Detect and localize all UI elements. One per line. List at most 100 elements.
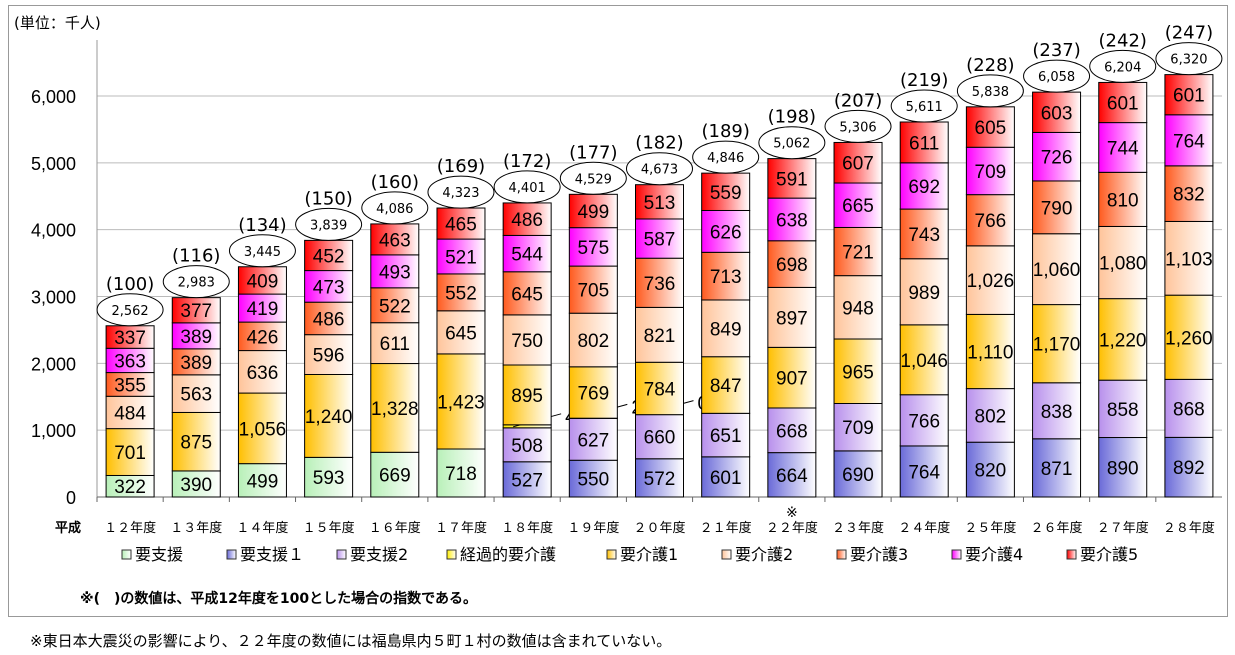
data-label: 465 (445, 215, 477, 236)
bar-segment (635, 257, 684, 308)
y-tick-label: 4,000 (31, 221, 76, 241)
bar-segment (370, 223, 420, 256)
total-label: 6,320 (1170, 53, 1207, 68)
x-tick-label: １６年度 (369, 520, 421, 536)
data-label: 692 (908, 177, 940, 198)
legend-swatch (951, 549, 962, 560)
total-ellipse (1089, 49, 1157, 83)
bar-segment (304, 301, 354, 336)
total-ellipse (1155, 42, 1223, 76)
bar-segment (1098, 437, 1148, 498)
x-tick-label: １９年度 (567, 520, 619, 536)
bar-segment (635, 458, 684, 498)
x-tick-label: ２８年度 (1163, 520, 1215, 536)
bar-segment (436, 207, 486, 240)
total-ellipse (956, 74, 1024, 108)
data-label: 1,103 (1165, 249, 1213, 270)
bar-segment (105, 428, 155, 476)
bar-segment (436, 353, 486, 450)
bar-segment (899, 445, 949, 498)
total-ellipse (1023, 59, 1091, 93)
bar-segment (171, 322, 221, 350)
legend-swatch (606, 549, 617, 560)
index-label: (169) (437, 156, 485, 177)
total-ellipse (427, 175, 495, 209)
bar-segment (1032, 304, 1082, 384)
data-label: 452 (313, 246, 345, 267)
bar-segment (237, 321, 287, 352)
bar-segment (502, 234, 552, 273)
data-label: 572 (644, 469, 676, 490)
data-label: 1,220 (1099, 330, 1147, 351)
index-label: (134) (238, 215, 286, 236)
total-ellipse (824, 109, 892, 143)
data-label: 550 (577, 470, 609, 491)
y-tick-label: 3,000 (31, 288, 76, 308)
bar-segment (833, 141, 883, 184)
data-label: 389 (180, 353, 212, 374)
x-tick-label: ２６年度 (1031, 520, 1083, 536)
bar-segment (767, 240, 817, 288)
index-label: (116) (172, 246, 220, 267)
bar-segment (899, 324, 949, 396)
data-label: 419 (247, 299, 279, 320)
bar-segment (1164, 294, 1214, 380)
data-label: 868 (1173, 399, 1205, 420)
data-label: 766 (908, 411, 940, 432)
legend-swatch (121, 549, 132, 560)
bar-segment (568, 193, 618, 229)
total-label: 6,058 (1038, 70, 1075, 85)
legend-label: 要介護4 (965, 545, 1023, 564)
index-note: ※( )の数値は、平成12年度を100とした場合の指数である。 (80, 591, 477, 607)
total-ellipse (692, 140, 760, 174)
bar-segment (701, 251, 751, 301)
data-label: 698 (776, 255, 808, 276)
data-label: 636 (247, 363, 279, 384)
legend-label: 経過的要介護 (460, 545, 556, 564)
bar-segment (370, 363, 420, 453)
bar-segment (502, 427, 552, 463)
bar-segment (568, 265, 618, 314)
x-tick-label: １３年度 (170, 520, 222, 536)
total-label: 5,062 (773, 137, 810, 152)
bar-segment (965, 388, 1015, 443)
data-label: 784 (644, 379, 676, 400)
bar-segment (833, 182, 883, 228)
bar-segment (767, 407, 817, 454)
legend-swatch (721, 549, 732, 560)
data-label: 705 (577, 281, 609, 302)
data-label: 575 (577, 238, 609, 259)
index-label: (189) (701, 121, 749, 142)
total-label: 3,445 (244, 245, 281, 260)
bar-segment (171, 348, 221, 376)
data-label: 820 (975, 461, 1007, 482)
bar-segment (635, 361, 684, 416)
index-label: (242) (1099, 30, 1147, 51)
legend-label: 要支援１ (240, 545, 304, 564)
bar-segment (1098, 81, 1148, 124)
bar-segment (965, 245, 1015, 315)
bar-segment (304, 456, 354, 498)
bar-segment (767, 158, 817, 199)
footnote: ※東日本大震災の影響により、２２年度の数値には福島県内５町１村の数値は含まれてい… (30, 632, 672, 650)
data-label: 1,056 (239, 419, 287, 440)
x-tick-label: １５年度 (303, 520, 355, 536)
total-ellipse (890, 89, 958, 123)
data-label: 463 (379, 230, 411, 251)
bar-segment (1032, 180, 1082, 235)
index-label: (182) (635, 133, 683, 154)
total-label: 4,401 (509, 181, 546, 196)
data-label: 587 (644, 230, 676, 251)
data-label: 390 (180, 475, 212, 496)
bar-segment (502, 461, 552, 498)
bar-segment (701, 209, 751, 253)
bar-segment (1098, 298, 1148, 381)
legend-label: 要支援2 (350, 545, 408, 564)
x-tick-label: ２２年度 (766, 520, 818, 536)
legend-label: 要支援 (135, 545, 183, 564)
data-label: 363 (114, 351, 146, 372)
data-label: 948 (842, 298, 874, 319)
bar-segment (965, 313, 1015, 390)
bar-segment (1164, 220, 1214, 296)
